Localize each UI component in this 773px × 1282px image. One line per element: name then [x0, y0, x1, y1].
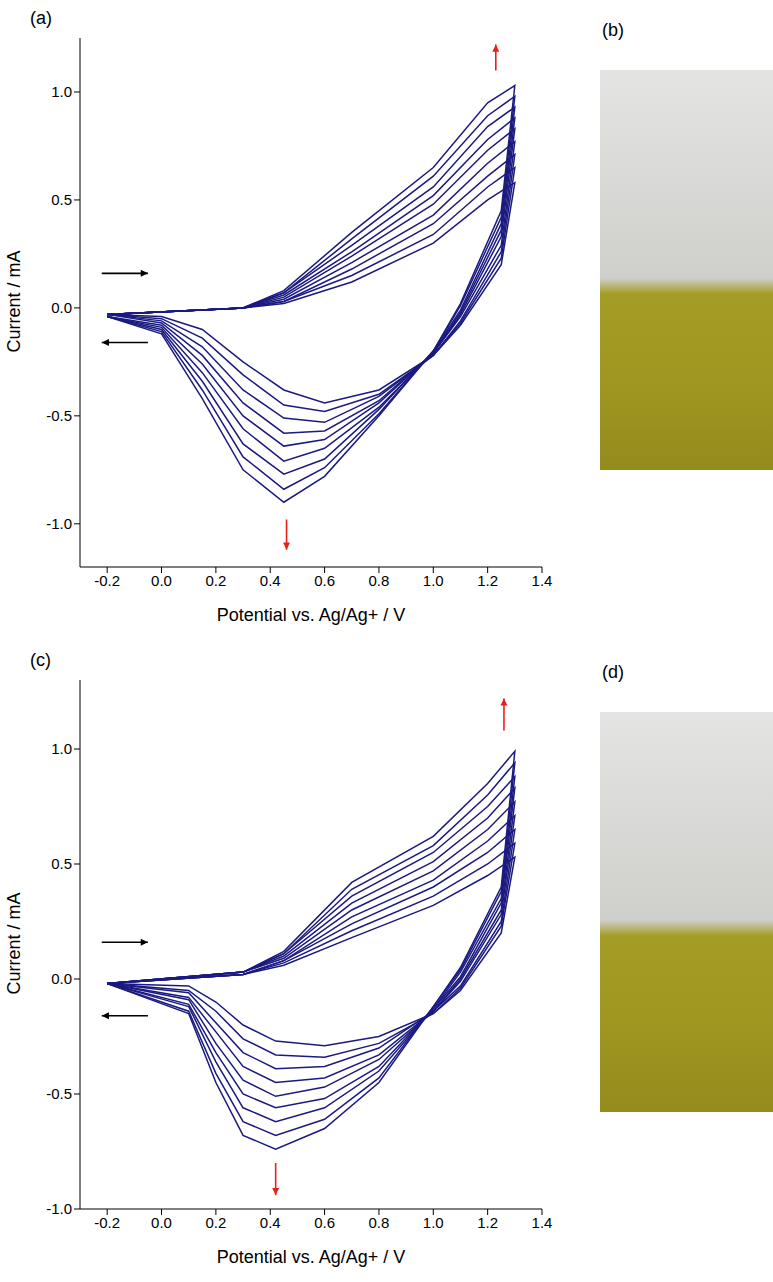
svg-text:-1.0: -1.0 [46, 1200, 72, 1217]
svg-text:1.4: 1.4 [532, 1214, 553, 1231]
html-text:(d): (d) [602, 662, 624, 682]
svg-text:1.2: 1.2 [477, 572, 498, 589]
svg-text:1.0: 1.0 [51, 83, 72, 100]
html-text:(c): (c) [30, 650, 51, 670]
svg-text:1.0: 1.0 [51, 740, 72, 757]
svg-text:1.0: 1.0 [423, 572, 444, 589]
svg-text:0.6: 0.6 [314, 1214, 335, 1231]
svg-text:-0.2: -0.2 [94, 1214, 120, 1231]
svg-text:0.8: 0.8 [369, 1214, 390, 1231]
svg-text:0.4: 0.4 [260, 572, 281, 589]
svg-text:Potential vs. Ag/Ag+ / V: Potential vs. Ag/Ag+ / V [217, 605, 406, 625]
svg-text:-1.0: -1.0 [46, 515, 72, 532]
svg-text:-0.2: -0.2 [94, 572, 120, 589]
svg-text:0.0: 0.0 [51, 970, 72, 987]
svg-text:0.5: 0.5 [51, 191, 72, 208]
svg-text:0.2: 0.2 [205, 1214, 226, 1231]
svg-text:Current / mA: Current / mA [4, 250, 24, 352]
svg-text:1.0: 1.0 [423, 1214, 444, 1231]
html-text:(a): (a) [30, 8, 52, 28]
svg-text:0.2: 0.2 [205, 572, 226, 589]
svg-text:1.4: 1.4 [532, 572, 553, 589]
svg-text:0.0: 0.0 [151, 1214, 172, 1231]
svg-text:-0.5: -0.5 [46, 1085, 72, 1102]
svg-text:0.0: 0.0 [51, 299, 72, 316]
svg-text:0.6: 0.6 [314, 572, 335, 589]
svg-text:0.4: 0.4 [260, 1214, 281, 1231]
svg-text:-0.5: -0.5 [46, 407, 72, 424]
html-text:(b): (b) [602, 20, 624, 40]
svg-text:Current / mA: Current / mA [4, 892, 24, 994]
svg-text:1.2: 1.2 [477, 1214, 498, 1231]
svg-text:0.0: 0.0 [151, 572, 172, 589]
svg-text:0.5: 0.5 [51, 855, 72, 872]
svg-text:Potential vs. Ag/Ag+ / V: Potential vs. Ag/Ag+ / V [217, 1247, 406, 1267]
svg-text:0.8: 0.8 [369, 572, 390, 589]
